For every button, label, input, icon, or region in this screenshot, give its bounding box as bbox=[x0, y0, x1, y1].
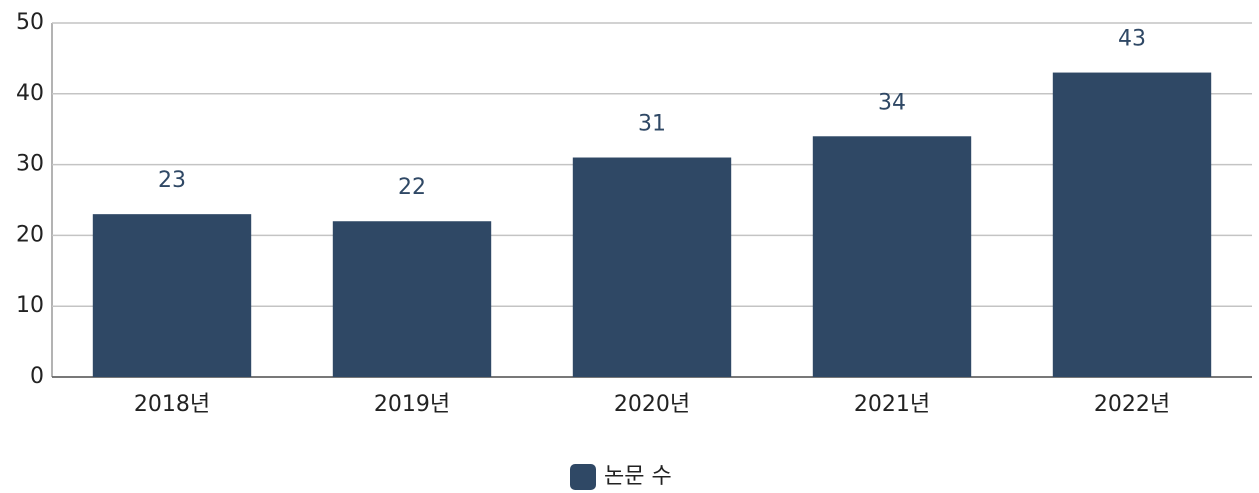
x-tick-label: 2022년 bbox=[1094, 392, 1170, 417]
x-tick-label: 2020년 bbox=[614, 392, 690, 417]
value-label: 31 bbox=[638, 112, 666, 137]
y-tick-label: 40 bbox=[16, 81, 44, 106]
bar bbox=[1052, 72, 1212, 377]
y-tick-label: 0 bbox=[30, 364, 44, 389]
legend-label: 논문 수 bbox=[604, 464, 672, 489]
y-tick-label: 10 bbox=[16, 293, 44, 318]
y-tick-label: 30 bbox=[16, 152, 44, 177]
value-label: 43 bbox=[1118, 27, 1146, 52]
x-tick-label: 2018년 bbox=[134, 392, 210, 417]
value-label: 22 bbox=[398, 175, 426, 200]
bar bbox=[332, 221, 492, 377]
y-tick-label: 50 bbox=[16, 10, 44, 35]
bar bbox=[812, 136, 972, 377]
legend-swatch bbox=[570, 464, 596, 490]
value-label: 23 bbox=[158, 168, 186, 193]
x-tick-label: 2021년 bbox=[854, 392, 930, 417]
bar bbox=[572, 157, 732, 377]
x-tick-label: 2019년 bbox=[374, 392, 450, 417]
value-label: 34 bbox=[878, 90, 906, 115]
bar bbox=[92, 214, 252, 377]
y-tick-label: 20 bbox=[16, 222, 44, 247]
